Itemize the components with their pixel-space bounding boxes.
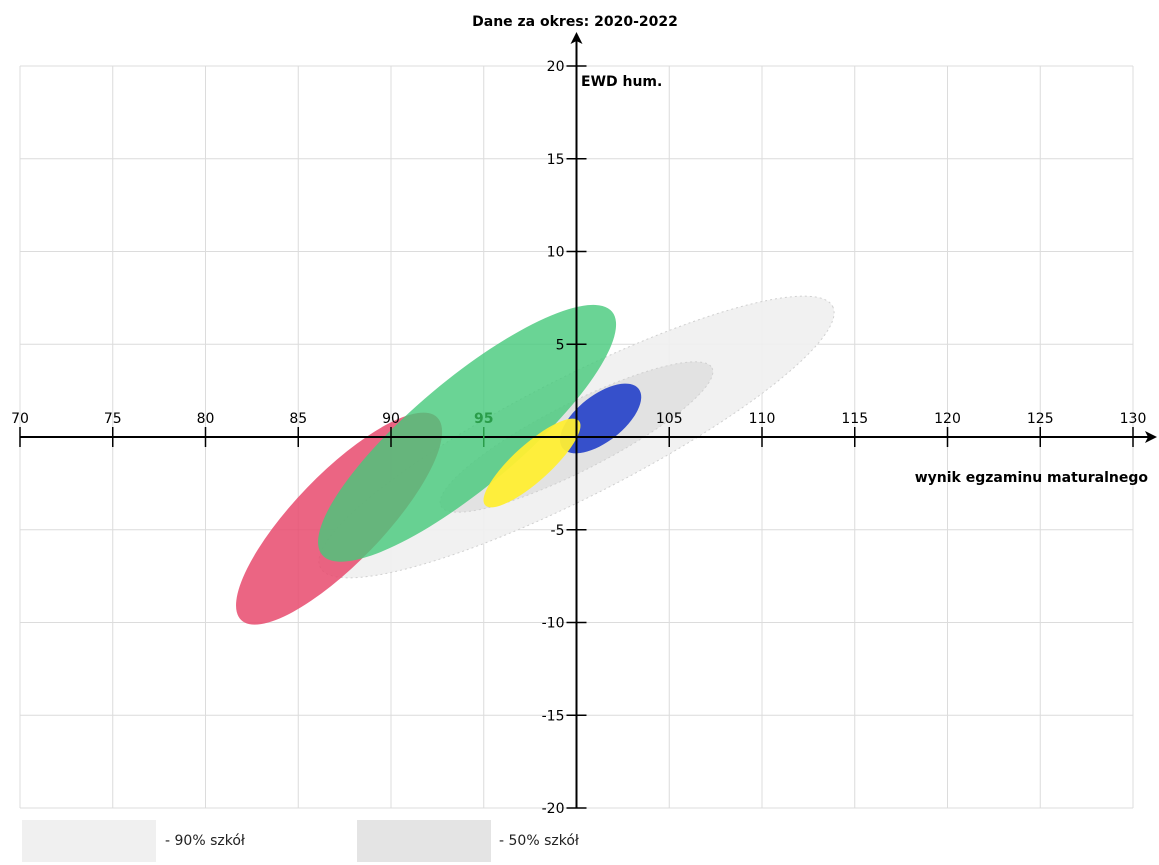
legend-label-50: - 50% szkół [499, 833, 579, 849]
x-tick-label: 85 [289, 411, 307, 427]
legend-label-90: - 90% szkół [165, 833, 245, 849]
y-tick-label: 15 [547, 152, 565, 168]
y-tick-label: -10 [542, 616, 565, 632]
x-tick-label: 125 [1027, 411, 1054, 427]
x-tick-label: 70 [11, 411, 29, 427]
x-axis-label: wynik egzaminu maturalnego [915, 470, 1149, 486]
x-tick-label: 90 [382, 411, 400, 427]
x-tick-label: 115 [841, 411, 868, 427]
y-tick-label: -5 [551, 523, 565, 539]
x-tick-label: 75 [104, 411, 122, 427]
y-axis-label: EWD hum. [581, 74, 662, 90]
y-tick-label: -20 [542, 801, 565, 817]
legend-swatch-50 [357, 820, 491, 862]
x-tick-label: 95 [474, 411, 493, 427]
y-tick-label: -15 [542, 708, 565, 724]
chart-title: Dane za okres: 2020-2022 [472, 14, 678, 30]
x-tick-label: 120 [934, 411, 961, 427]
x-tick-label: 130 [1120, 411, 1147, 427]
y-tick-label: 20 [547, 59, 565, 75]
y-tick-label: 5 [556, 337, 565, 353]
y-tick-label: 10 [547, 245, 565, 261]
x-tick-label: 110 [749, 411, 776, 427]
legend-swatch-90 [22, 820, 156, 862]
x-tick-label: 80 [197, 411, 215, 427]
x-tick-label: 105 [656, 411, 683, 427]
